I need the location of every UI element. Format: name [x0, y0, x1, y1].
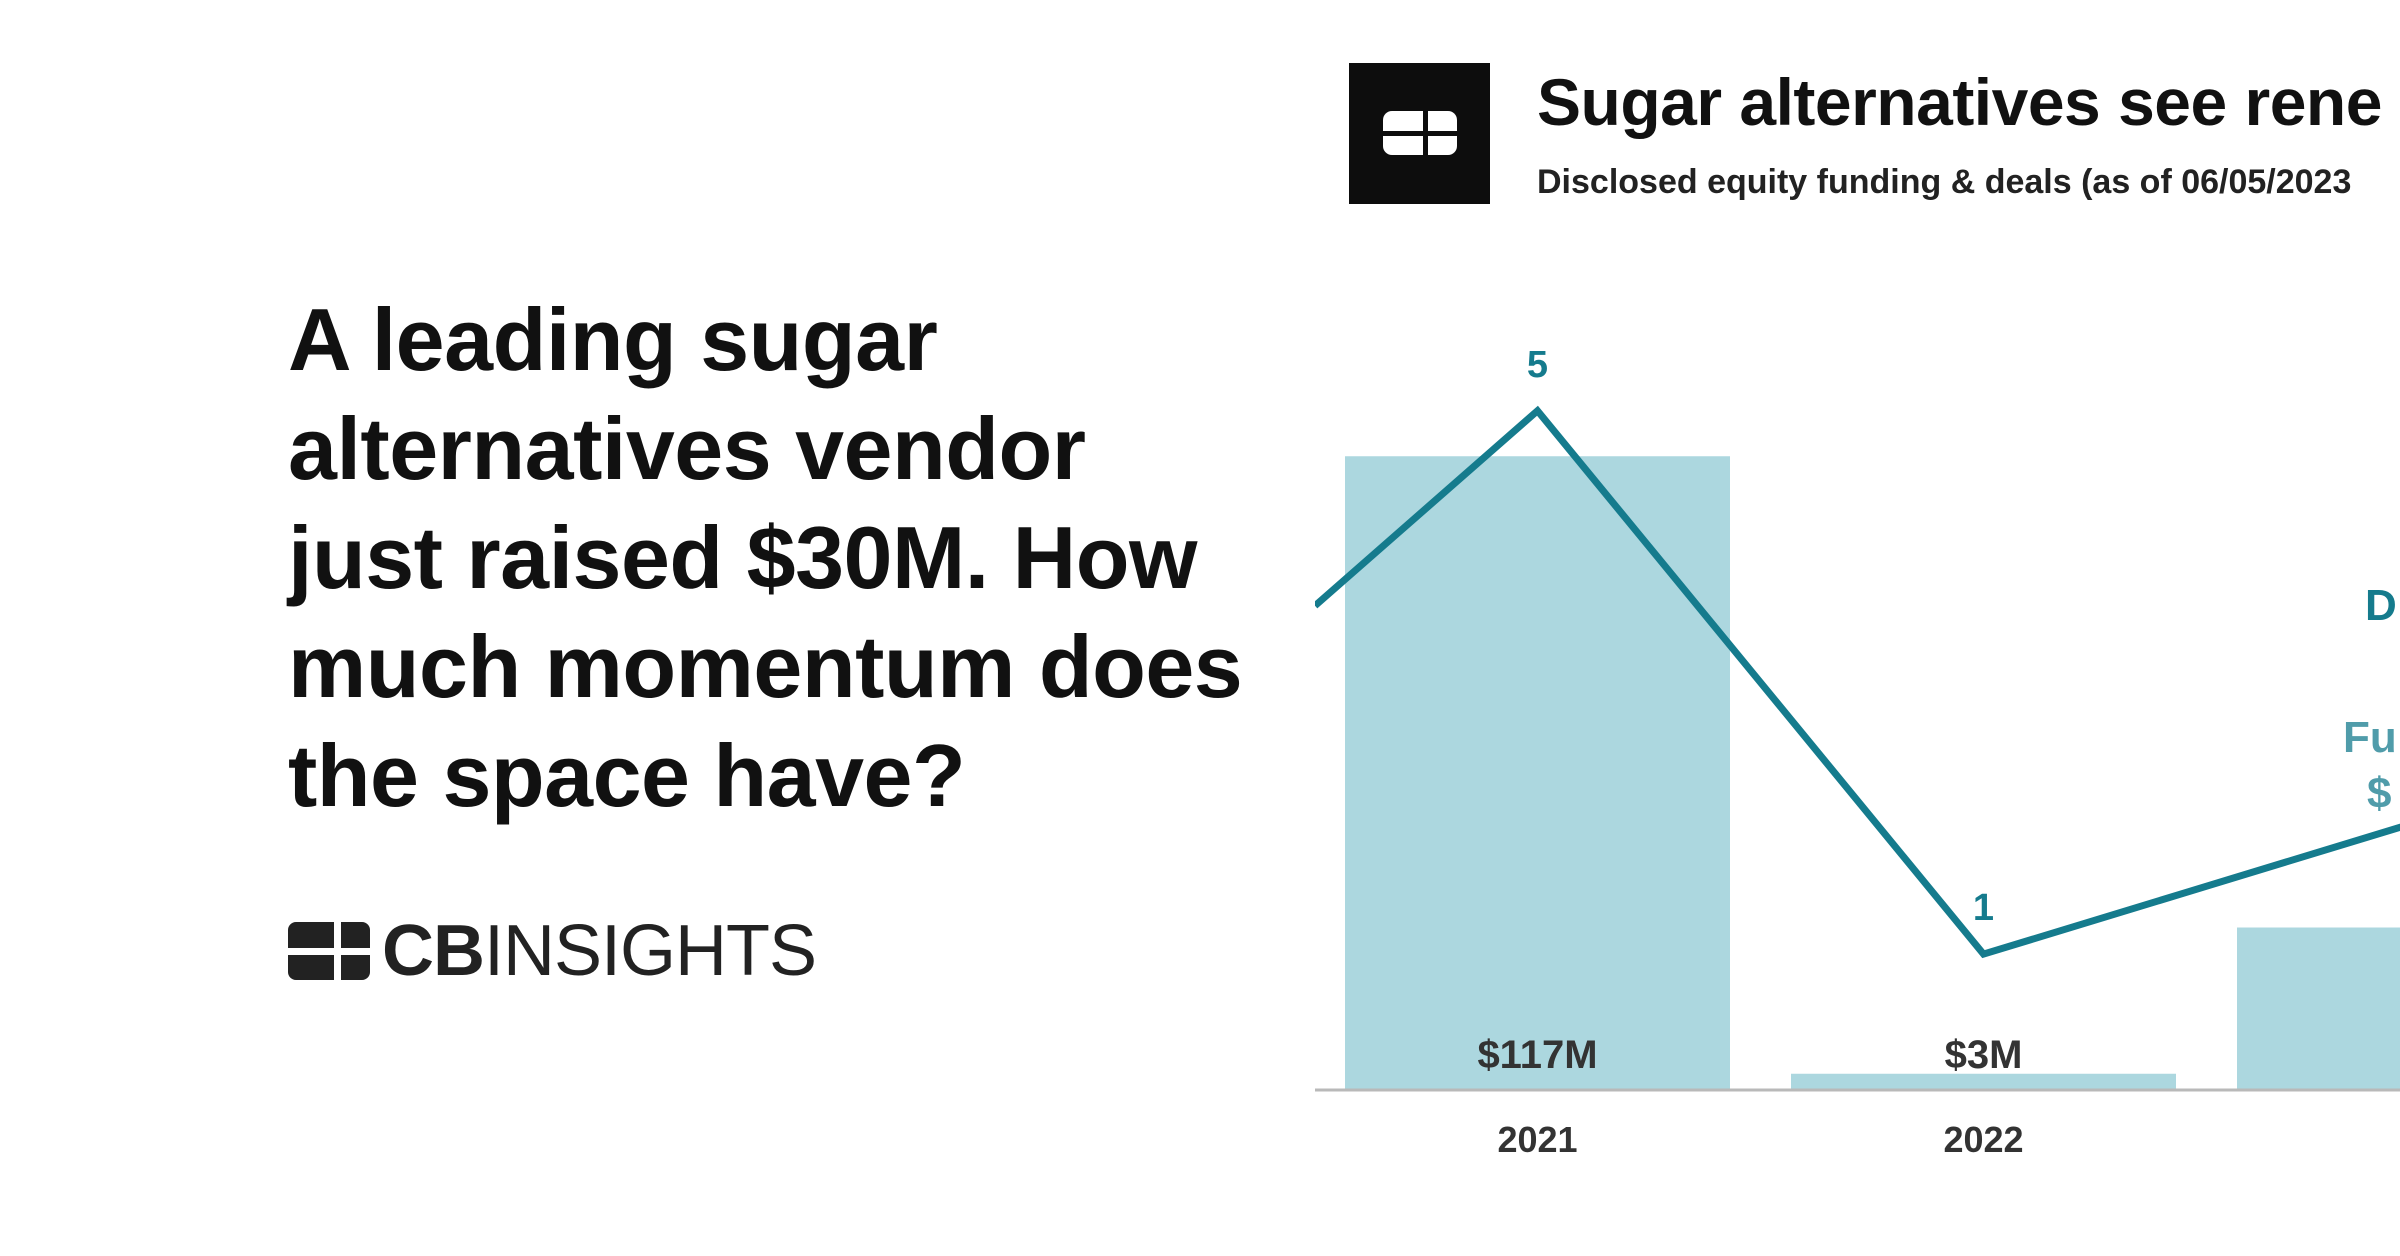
headline-line: A leading sugar: [288, 290, 938, 389]
chart-panel: Sugar alternatives see rene Disclosed eq…: [1315, 0, 2400, 1256]
brand-name-bold: CB: [382, 911, 485, 991]
bar: [1345, 456, 1730, 1090]
brand-wordmark: CBINSIGHTS: [382, 915, 817, 987]
chart-title: Sugar alternatives see rene: [1537, 65, 2382, 139]
x-tick-label: 2021: [1497, 1119, 1577, 1160]
funding-annotation-value: $: [2367, 769, 2391, 818]
headline-line: much momentum does: [288, 617, 1243, 716]
deal-count-label: 1: [1973, 887, 1994, 929]
chart-plot: 51$117M$3M20212022202DFu$: [1315, 344, 2400, 1160]
funding-value-label: $117M: [1477, 1033, 1597, 1077]
chart-logo-box: [1349, 63, 1490, 204]
deal-count-label: 5: [1527, 344, 1548, 386]
chart-subtitle: Disclosed equity funding & deals (as of …: [1537, 163, 2352, 201]
headline: A leading sugar alternatives vendor just…: [288, 285, 1288, 830]
bar: [1791, 1073, 2176, 1090]
funding-value-label: $3M: [1945, 1033, 2023, 1077]
funding-annotation: Fu: [2343, 713, 2397, 762]
cbinsights-brand: CBINSIGHTS: [288, 915, 817, 987]
cbinsights-logo-icon: [288, 922, 370, 980]
deals-line: [1315, 405, 2400, 959]
headline-line: alternatives vendor: [288, 399, 1086, 498]
brand-name-regular: INSIGHTS: [484, 911, 817, 991]
deals-annotation: D: [2365, 581, 2397, 630]
bar: [2237, 927, 2400, 1090]
cbinsights-logo-icon: [1383, 111, 1457, 155]
x-tick-label: 2022: [1943, 1119, 2023, 1160]
headline-line: just raised $30M. How: [288, 508, 1197, 607]
headline-line: the space have?: [288, 726, 966, 825]
